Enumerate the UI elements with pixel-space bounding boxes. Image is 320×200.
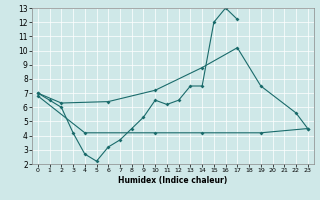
X-axis label: Humidex (Indice chaleur): Humidex (Indice chaleur) <box>118 176 228 185</box>
